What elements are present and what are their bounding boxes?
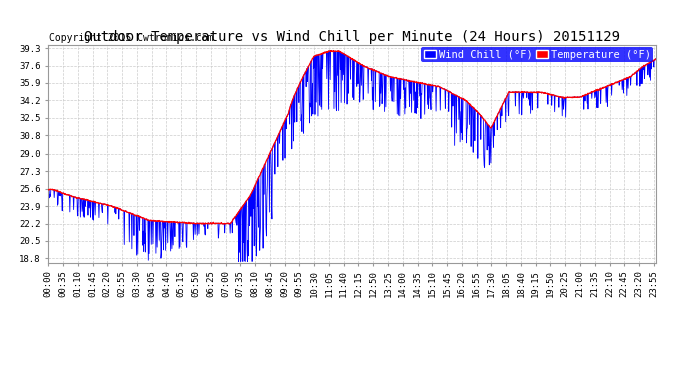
- Legend: Wind Chill (°F), Temperature (°F): Wind Chill (°F), Temperature (°F): [421, 47, 653, 62]
- Title: Outdoor Temperature vs Wind Chill per Minute (24 Hours) 20151129: Outdoor Temperature vs Wind Chill per Mi…: [84, 30, 620, 44]
- Text: Copyright 2015 Cwtronics.com: Copyright 2015 Cwtronics.com: [49, 33, 213, 43]
